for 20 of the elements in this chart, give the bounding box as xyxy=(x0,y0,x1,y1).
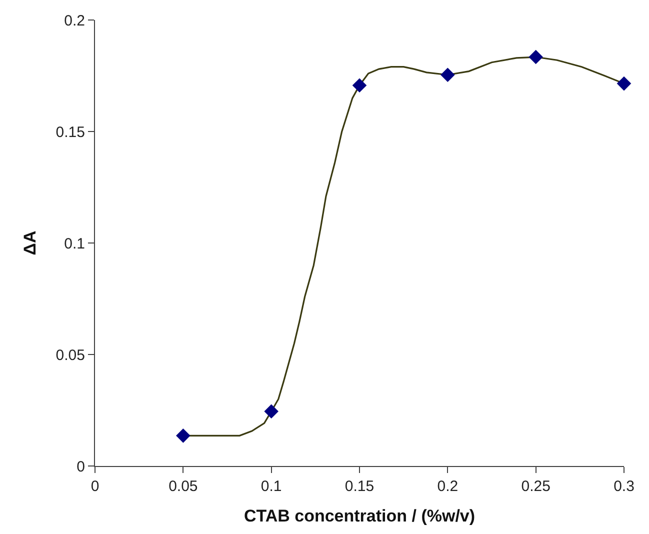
x-axis-title: CTAB concentration / (%w/v) xyxy=(244,506,476,526)
x-tick-label: 0.15 xyxy=(344,478,374,495)
x-tick-label: 0.1 xyxy=(260,478,282,495)
x-tick-label: 0 xyxy=(90,478,100,495)
point xyxy=(264,404,278,419)
x-tick-label: 0.2 xyxy=(437,478,458,495)
y-tick-label: 0.1 xyxy=(64,235,85,252)
point xyxy=(528,50,543,64)
y-tick-label: 0.2 xyxy=(64,12,85,30)
y-axis-title: ΔA xyxy=(20,230,40,256)
y-tick-label: 0 xyxy=(76,458,85,476)
point xyxy=(176,428,190,443)
x-tick-label: 0.05 xyxy=(168,478,198,495)
y-tick-label: 0.15 xyxy=(56,124,85,141)
point xyxy=(616,76,632,91)
point xyxy=(440,68,455,82)
x-tick-label: 0.3 xyxy=(614,478,634,495)
x-tick-label: 0.25 xyxy=(521,478,550,495)
point xyxy=(352,78,367,92)
y-tick-label: 0.05 xyxy=(56,346,85,364)
